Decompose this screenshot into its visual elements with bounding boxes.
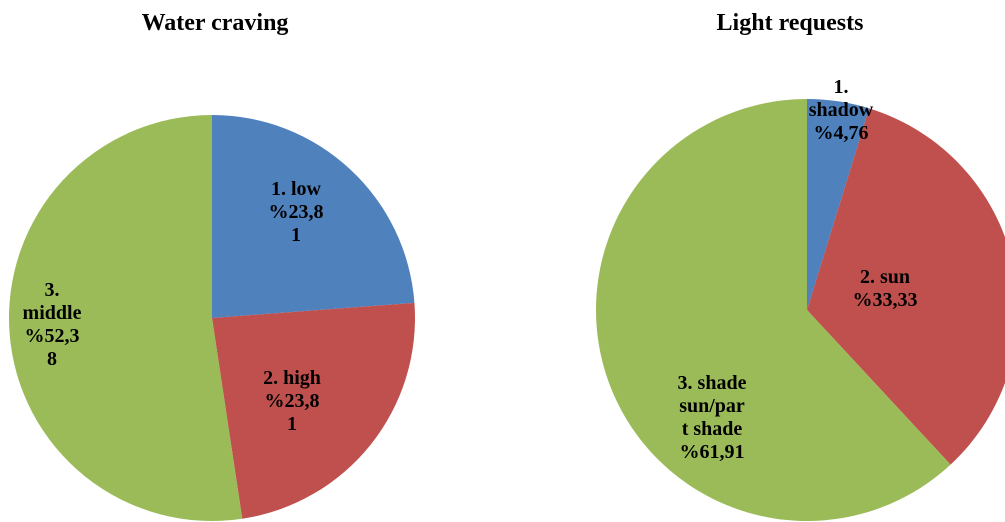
- light-requests-chart: Light requests 1. shadow %4,76 2. sun %33,33…: [575, 0, 1005, 522]
- slice-data-label-3: 3. shade sun/par t shade %61,91: [678, 372, 747, 463]
- slice-data-label-2: 2. sun %33,33: [853, 266, 918, 311]
- water-craving-chart: Water craving 1. low %23,8 1 2. high %23,8 1 3…: [0, 0, 430, 522]
- slice-data-label-3: 3. middle %52,3 8: [23, 279, 82, 370]
- pie-slice-3: [8, 115, 243, 522]
- pie-plot-area: 1. shadow %4,76 2. sun %33,33 3. shade sun/par…: [596, 76, 1005, 521]
- slice-data-label-1: 1. low %23,8 1: [269, 178, 324, 246]
- pie-slice-2: [807, 108, 1005, 465]
- pie-slice-1: [807, 99, 870, 310]
- pie-slice-2: [212, 302, 416, 519]
- chart-title: Water craving: [141, 10, 289, 36]
- pie-slice-3: [596, 99, 951, 521]
- pie-slice-1: [212, 115, 415, 318]
- slice-data-label-2: 2. high %23,8 1: [263, 367, 321, 435]
- pie-plot-area: 1. low %23,8 1 2. high %23,8 1 3. middle %52,3 8: [8, 115, 416, 522]
- chart-title: Light requests: [716, 10, 864, 36]
- slice-data-label-1: 1. shadow %4,76: [809, 76, 874, 144]
